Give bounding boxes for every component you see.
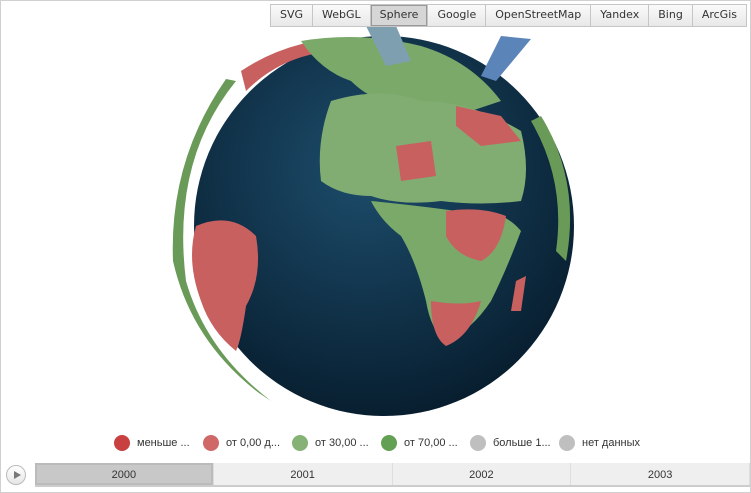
- region-north-strip: [366, 26, 411, 66]
- google-button[interactable]: Google: [428, 5, 487, 26]
- region-europe: [301, 37, 501, 111]
- bing-button[interactable]: Bing: [649, 5, 693, 26]
- legend-item[interactable]: нет данных: [559, 434, 648, 452]
- legend: меньше ... от 0,00 д... от 30,00 ... от …: [114, 434, 648, 452]
- legend-swatch: [470, 435, 486, 451]
- legend-swatch: [203, 435, 219, 451]
- timeline: 2000 2001 2002 2003: [1, 463, 751, 488]
- region-east-africa: [446, 209, 506, 261]
- legend-label: от 0,00 д...: [226, 437, 281, 449]
- timeline-year-2002[interactable]: 2002: [393, 463, 572, 485]
- region-madagascar: [511, 276, 526, 311]
- map-type-toolbar: SVG WebGL Sphere Google OpenStreetMap Ya…: [270, 4, 747, 27]
- legend-swatch: [114, 435, 130, 451]
- timeline-year-2000[interactable]: 2000: [35, 463, 214, 485]
- legend-label: от 30,00 ...: [315, 437, 369, 449]
- timeline-year-2003[interactable]: 2003: [571, 463, 750, 485]
- arcgis-button[interactable]: ArcGis: [692, 5, 746, 26]
- legend-swatch: [381, 435, 397, 451]
- legend-item[interactable]: от 0,00 д...: [203, 434, 292, 452]
- legend-item[interactable]: больше 1...: [470, 434, 559, 452]
- legend-swatch: [292, 435, 308, 451]
- legend-label: меньше ...: [137, 437, 190, 449]
- timeline-track[interactable]: 2000 2001 2002 2003: [35, 463, 750, 487]
- legend-swatch: [559, 435, 575, 451]
- legend-item[interactable]: меньше ...: [114, 434, 203, 452]
- region-red-2: [456, 106, 521, 146]
- legend-label: от 70,00 ...: [404, 437, 458, 449]
- region-rim-west: [172, 79, 271, 401]
- sphere-button[interactable]: Sphere: [370, 5, 429, 26]
- region-red-1: [396, 141, 436, 181]
- legend-label: больше 1...: [493, 437, 551, 449]
- webgl-button[interactable]: WebGL: [313, 5, 371, 26]
- legend-item[interactable]: от 70,00 ...: [381, 434, 470, 452]
- play-icon[interactable]: [6, 465, 26, 485]
- timeline-year-2001[interactable]: 2001: [214, 463, 393, 485]
- svg-button[interactable]: SVG: [271, 5, 314, 26]
- region-south-africa: [431, 301, 481, 346]
- region-middle-east: [481, 36, 531, 81]
- legend-item[interactable]: от 30,00 ...: [292, 434, 381, 452]
- openstreetmap-button[interactable]: OpenStreetMap: [486, 5, 592, 26]
- sphere-map[interactable]: [1, 1, 751, 461]
- yandex-button[interactable]: Yandex: [591, 5, 650, 26]
- legend-label: нет данных: [582, 437, 641, 449]
- region-south-america: [192, 220, 259, 351]
- region-rim-east: [531, 116, 571, 261]
